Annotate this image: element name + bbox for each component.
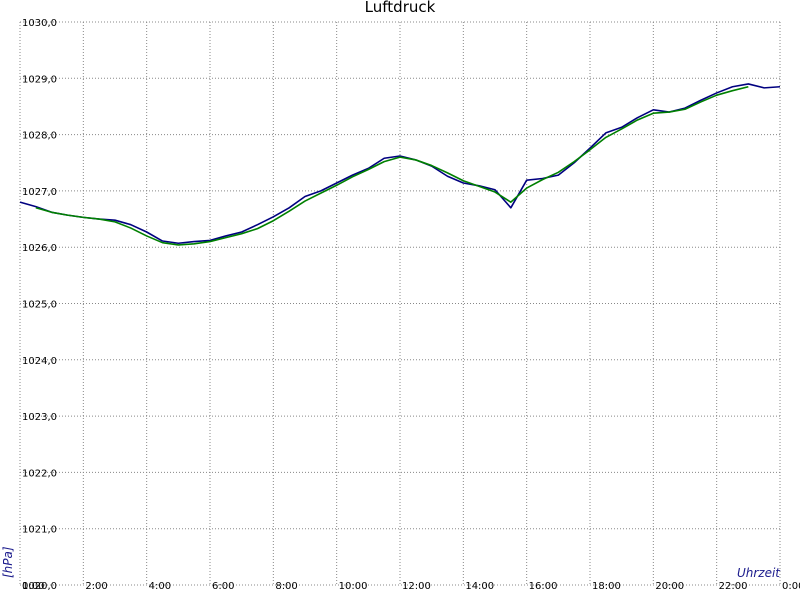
y-axis-label: [hPa] bbox=[1, 546, 15, 578]
x-tick-label: 10:00 bbox=[339, 581, 368, 592]
chart-title: Luftdruck bbox=[365, 0, 436, 16]
y-tick-label: 1030,0 bbox=[22, 18, 57, 29]
y-tick-label: 1023,0 bbox=[22, 412, 57, 423]
x-tick-label: 8:00 bbox=[275, 581, 297, 592]
x-tick-label: 22:00 bbox=[719, 581, 748, 592]
y-tick-label: 1026,0 bbox=[22, 243, 57, 254]
y-tick-label: 1024,0 bbox=[22, 356, 57, 367]
x-axis-label: Uhrzeit bbox=[737, 566, 781, 580]
x-tick-label: 4:00 bbox=[149, 581, 171, 592]
y-tick-label: 1029,0 bbox=[22, 74, 57, 85]
y-tick-label: 1022,0 bbox=[22, 468, 57, 479]
y-tick-label: 1028,0 bbox=[22, 131, 57, 142]
y-tick-label: 1020,0 bbox=[22, 581, 57, 592]
x-tick-label: 14:00 bbox=[465, 581, 494, 592]
y-tick-label: 1025,0 bbox=[22, 300, 57, 311]
x-tick-label: 6:00 bbox=[212, 581, 234, 592]
x-tick-label: 0:00 bbox=[782, 581, 800, 592]
data-line bbox=[19, 83, 781, 245]
x-tick-label: 18:00 bbox=[592, 581, 621, 592]
x-tick-label: 12:00 bbox=[402, 581, 431, 592]
y-tick-label: 1027,0 bbox=[22, 187, 57, 198]
x-tick-label: 2:00 bbox=[85, 581, 107, 592]
data-line bbox=[35, 85, 749, 246]
x-tick-label: 20:00 bbox=[655, 581, 684, 592]
x-tick-label: 0:00 bbox=[22, 581, 44, 592]
x-tick-label: 16:00 bbox=[529, 581, 558, 592]
y-tick-label: 1021,0 bbox=[22, 525, 57, 536]
